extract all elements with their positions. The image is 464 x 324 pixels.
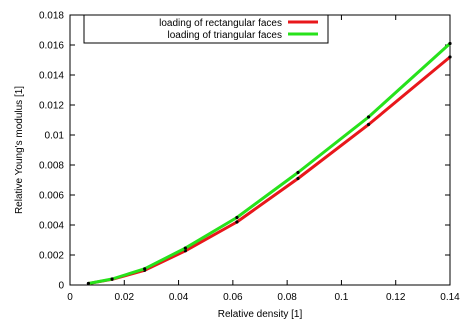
x-tick-labels: 0 0.02 0.04 0.06 0.08 0.1 0.12 0.14: [67, 292, 460, 303]
series-0-point: [366, 122, 371, 127]
series-0-point: [296, 176, 300, 181]
series-1-point: [448, 41, 452, 46]
y-tick-label: 0.008: [39, 161, 64, 172]
y-tick-label: 0.018: [39, 11, 64, 22]
legend-label-rectangular: loading of rectangular faces: [159, 18, 282, 29]
x-tick-label: 0: [67, 292, 73, 303]
series-1-point: [296, 170, 300, 175]
y-tick-labels: 0 0.002 0.004 0.006 0.008 0.01 0.012 0.014 0.016…: [39, 11, 64, 292]
y-axis-title: Relative Young's modulus [1]: [14, 86, 25, 214]
x-axis-title: Relative density [1]: [218, 309, 303, 320]
series-line-1: [88, 42, 452, 285]
x-tick-label: 0.04: [169, 292, 189, 303]
series-1-point: [86, 281, 91, 286]
legend: loading of rectangular faces loading of …: [83, 14, 329, 44]
plot-frame: [69, 14, 451, 286]
legend-box: [83, 14, 329, 44]
series-1-point: [110, 277, 114, 281]
y-tick-label: 0.004: [39, 221, 64, 232]
y-tick-label: 0.014: [39, 71, 64, 82]
series-1-point: [183, 246, 187, 250]
y-tick-label: 0.012: [39, 101, 64, 112]
x-tick-label: 0.14: [440, 292, 460, 303]
series-1-point: [143, 267, 147, 271]
y-tick-label: 0.01: [45, 131, 65, 142]
y-tick-label: 0: [58, 281, 64, 292]
x-tick-label: 0.12: [386, 292, 406, 303]
y-tick-label: 0.002: [39, 251, 64, 262]
legend-label-triangular: loading of triangular faces: [167, 30, 282, 41]
x-tick-label: 0.06: [223, 292, 243, 303]
x-tick-label: 0.02: [115, 292, 135, 303]
series-0-point: [235, 220, 239, 224]
series-1-point: [235, 215, 239, 220]
x-tick-label: 0.08: [277, 292, 297, 303]
series-1-point: [366, 115, 371, 119]
axis-ticks: [69, 14, 451, 286]
y-tick-label: 0.016: [39, 41, 64, 52]
x-tick-label: 0.1: [334, 292, 348, 303]
series-0-point: [448, 55, 452, 59]
y-tick-label: 0.006: [39, 191, 64, 202]
series-group: [86, 41, 452, 286]
